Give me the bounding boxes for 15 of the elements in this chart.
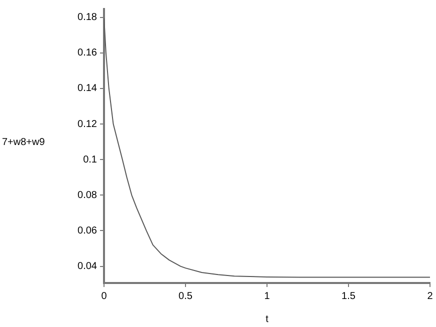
x-tick-label: 0.5	[178, 290, 193, 302]
y-tick-label: 0.16	[78, 48, 98, 59]
y-tick-label: 0.06	[78, 225, 98, 236]
y-tick-label: 0.12	[78, 118, 98, 130]
y-tick-label: 0.04	[78, 261, 98, 272]
y-tick-label: 0.18	[78, 12, 98, 24]
y-tick-label: 0.1	[83, 154, 98, 166]
x-tick-label: 1	[264, 290, 270, 302]
x-axis-title: t	[266, 314, 269, 325]
x-tick-label: 2	[427, 290, 434, 302]
x-tick-label: 1.5	[342, 290, 356, 302]
y-axis-title: 7+w8+w9	[2, 136, 46, 148]
y-tick-label: 0.08	[78, 190, 98, 201]
y-tick-label: 0.14	[78, 83, 98, 94]
x-tick-label: 0	[101, 290, 108, 302]
